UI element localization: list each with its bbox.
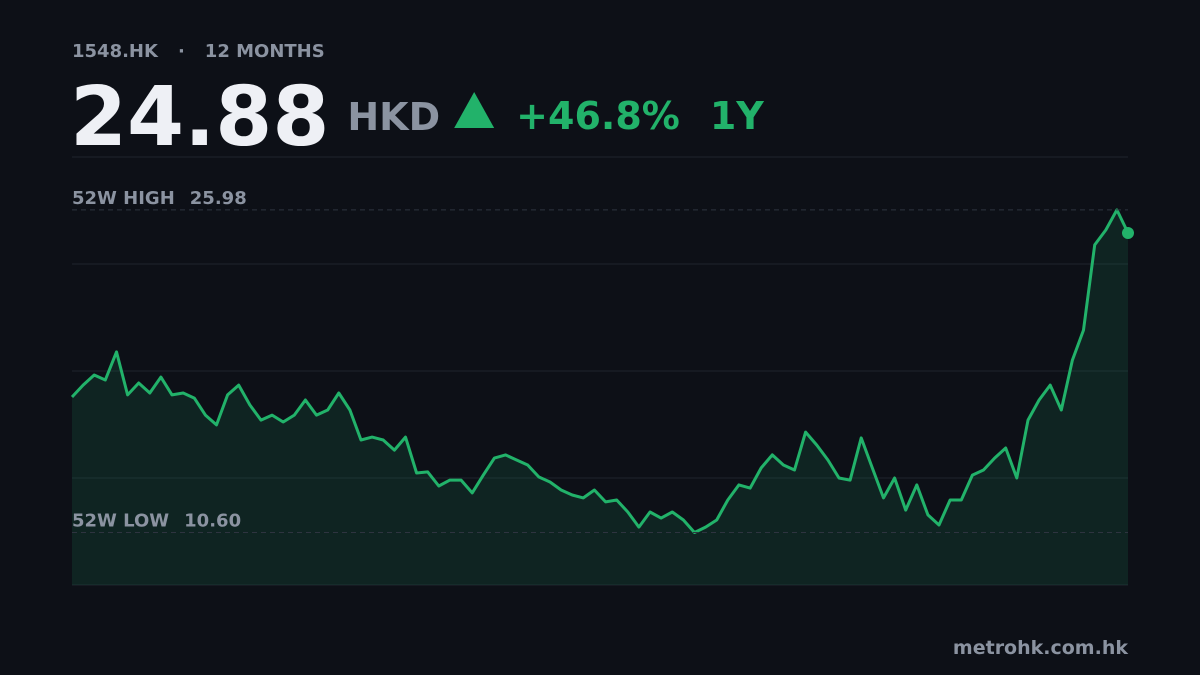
change: +46.8% (516, 94, 680, 138)
range: 1Y (710, 94, 764, 138)
high-label: 52W HIGH (72, 188, 175, 209)
price-line (70, 208, 1130, 534)
separator: · (178, 41, 185, 62)
price: 24.88 (70, 70, 329, 165)
high-value: 25.98 (190, 188, 247, 209)
low-label: 52W LOW (72, 511, 169, 532)
up-arrow (454, 92, 495, 128)
low-value: 10.60 (184, 511, 241, 532)
ticker: 1548.HK (72, 41, 159, 62)
currency: HKD (347, 95, 440, 139)
source: metrohk.com.hk (953, 637, 1128, 659)
last-point (1122, 226, 1134, 239)
area (72, 209, 1128, 585)
period: 12 MONTHS (205, 41, 325, 62)
